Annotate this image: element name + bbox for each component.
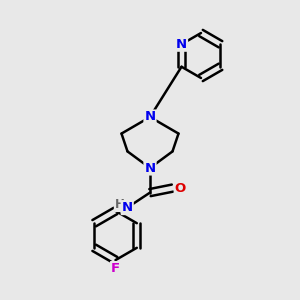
Text: N: N (144, 110, 156, 124)
Text: N: N (176, 38, 187, 51)
Text: H: H (115, 198, 124, 211)
Text: N: N (144, 161, 156, 175)
Text: N: N (122, 201, 133, 214)
Text: F: F (111, 262, 120, 275)
Text: O: O (175, 182, 186, 195)
